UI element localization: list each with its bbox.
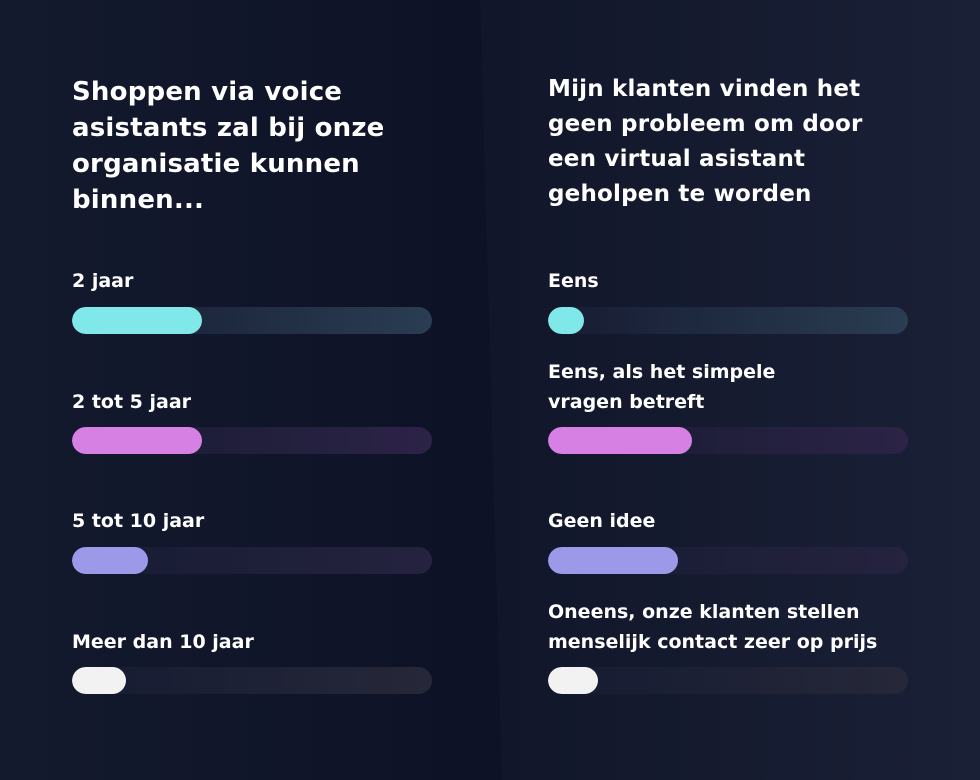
bar-track [548,427,908,454]
bar-track [72,547,432,574]
bar-label: 2 jaar [72,270,134,292]
bar-track [72,427,432,454]
bar [72,667,126,694]
bar-label: Eens [548,270,599,292]
bar [72,427,202,454]
bar [72,547,148,574]
bar-label: Oneens, onze klanten stellen menselijk c… [548,601,878,653]
bar [548,427,692,454]
bar-label: Eens, als het simpele vragen betreft [548,361,776,413]
bar-track [548,667,908,694]
chart-title: Shoppen via voice asistants zal bij onze… [72,77,385,215]
bar-label: 2 tot 5 jaar [72,391,192,413]
bar-track [72,307,432,334]
bar-label: Meer dan 10 jaar [72,631,254,653]
bar-track [548,307,908,334]
bar [548,307,584,334]
bar [548,667,598,694]
bar-label: 5 tot 10 jaar [72,510,205,532]
bar-track [548,547,908,574]
bar-label: Geen idee [548,510,656,532]
bar [72,307,202,334]
chart-title: Mijn klanten vinden het geen probleem om… [548,76,863,207]
bar [548,547,678,574]
bar-track [72,667,432,694]
